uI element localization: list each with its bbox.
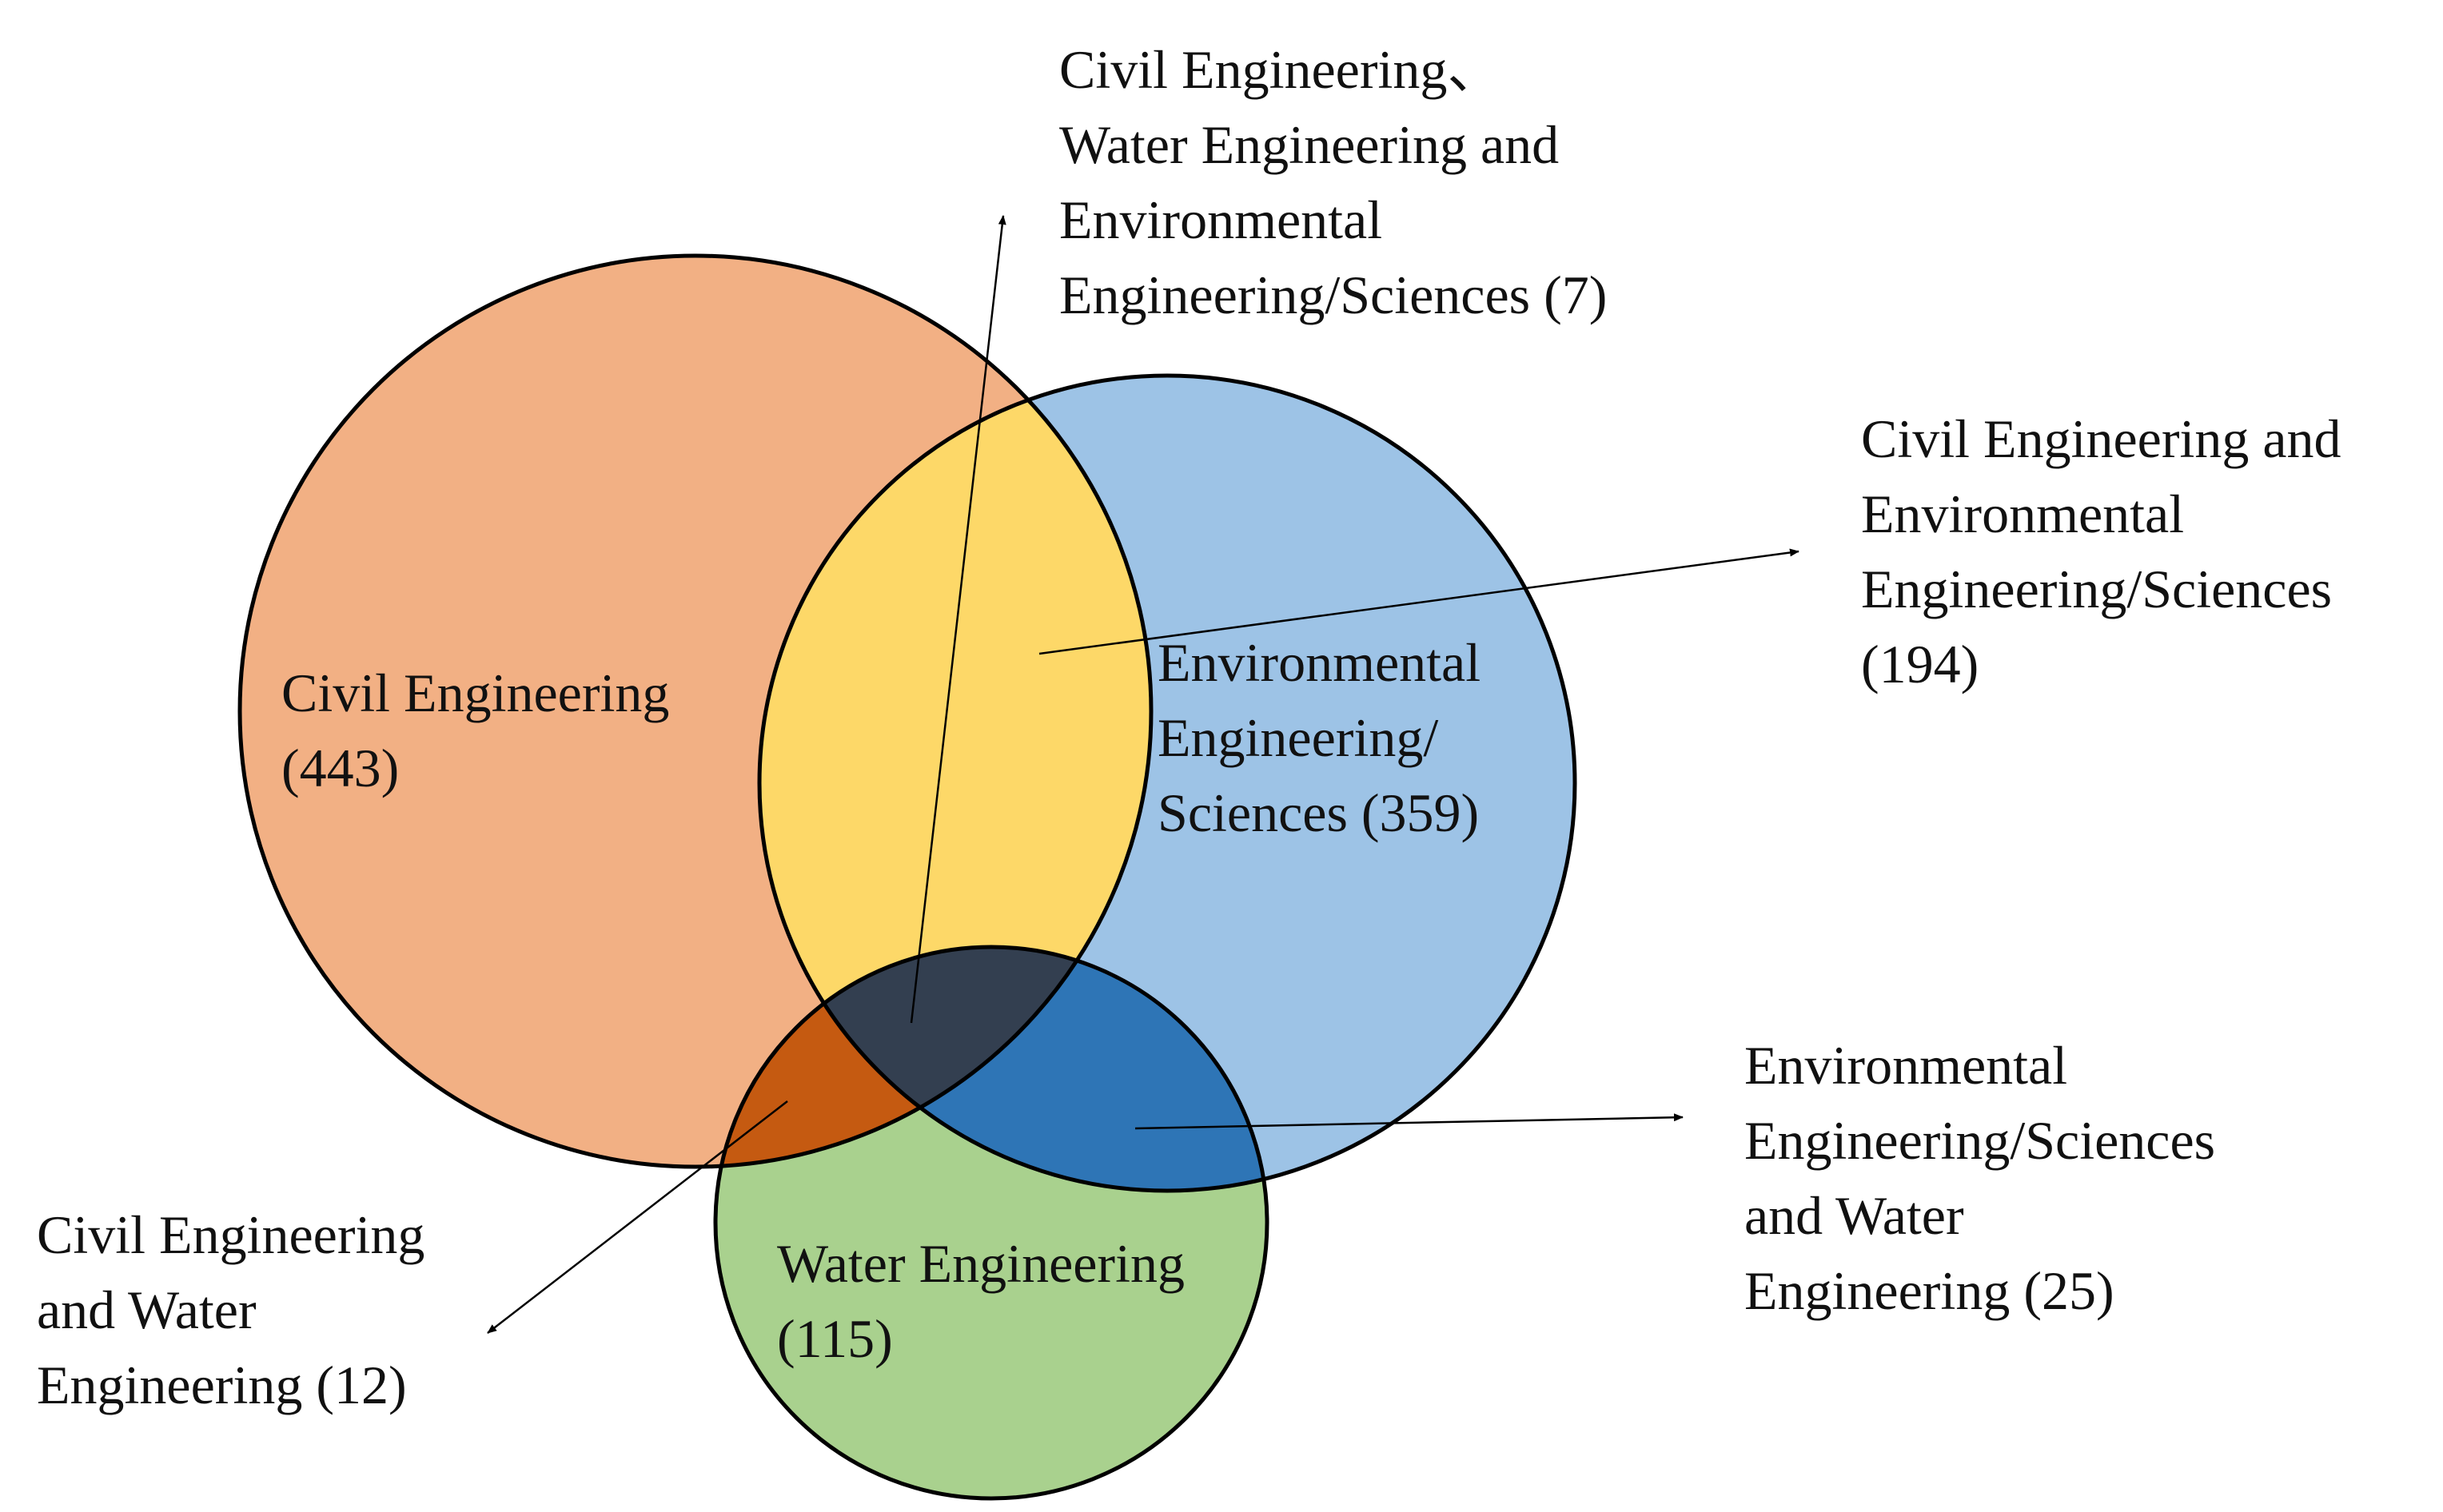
civil-engineering-label: Civil Engineering (443) bbox=[281, 662, 683, 798]
arrow-all-three bbox=[910, 215, 1006, 1024]
arrow-civil-water bbox=[487, 1100, 788, 1334]
all-three-callout: Civil Engineering、 Water Engineering and… bbox=[1059, 39, 1607, 325]
water-engineering-label: Water Engineering (115) bbox=[777, 1233, 1198, 1369]
environmental-water-callout: Environmental Engineering/Sciences and W… bbox=[1744, 1035, 2229, 1321]
arrow-civil-environmental bbox=[1038, 548, 1799, 655]
civil-environmental-callout: Civil Engineering and Environmental Engi… bbox=[1861, 408, 2355, 694]
civil-water-callout: Civil Engineering and Water Engineering … bbox=[37, 1204, 438, 1415]
water-circle-outline bbox=[713, 945, 1269, 1501]
environmental-circle-outline bbox=[757, 373, 1577, 1193]
arrow-environmental-water bbox=[1134, 1113, 1684, 1130]
environmental-engineering-label: Environmental Engineering/ Sciences (359… bbox=[1158, 632, 1494, 843]
civil-circle-outline bbox=[237, 253, 1154, 1169]
